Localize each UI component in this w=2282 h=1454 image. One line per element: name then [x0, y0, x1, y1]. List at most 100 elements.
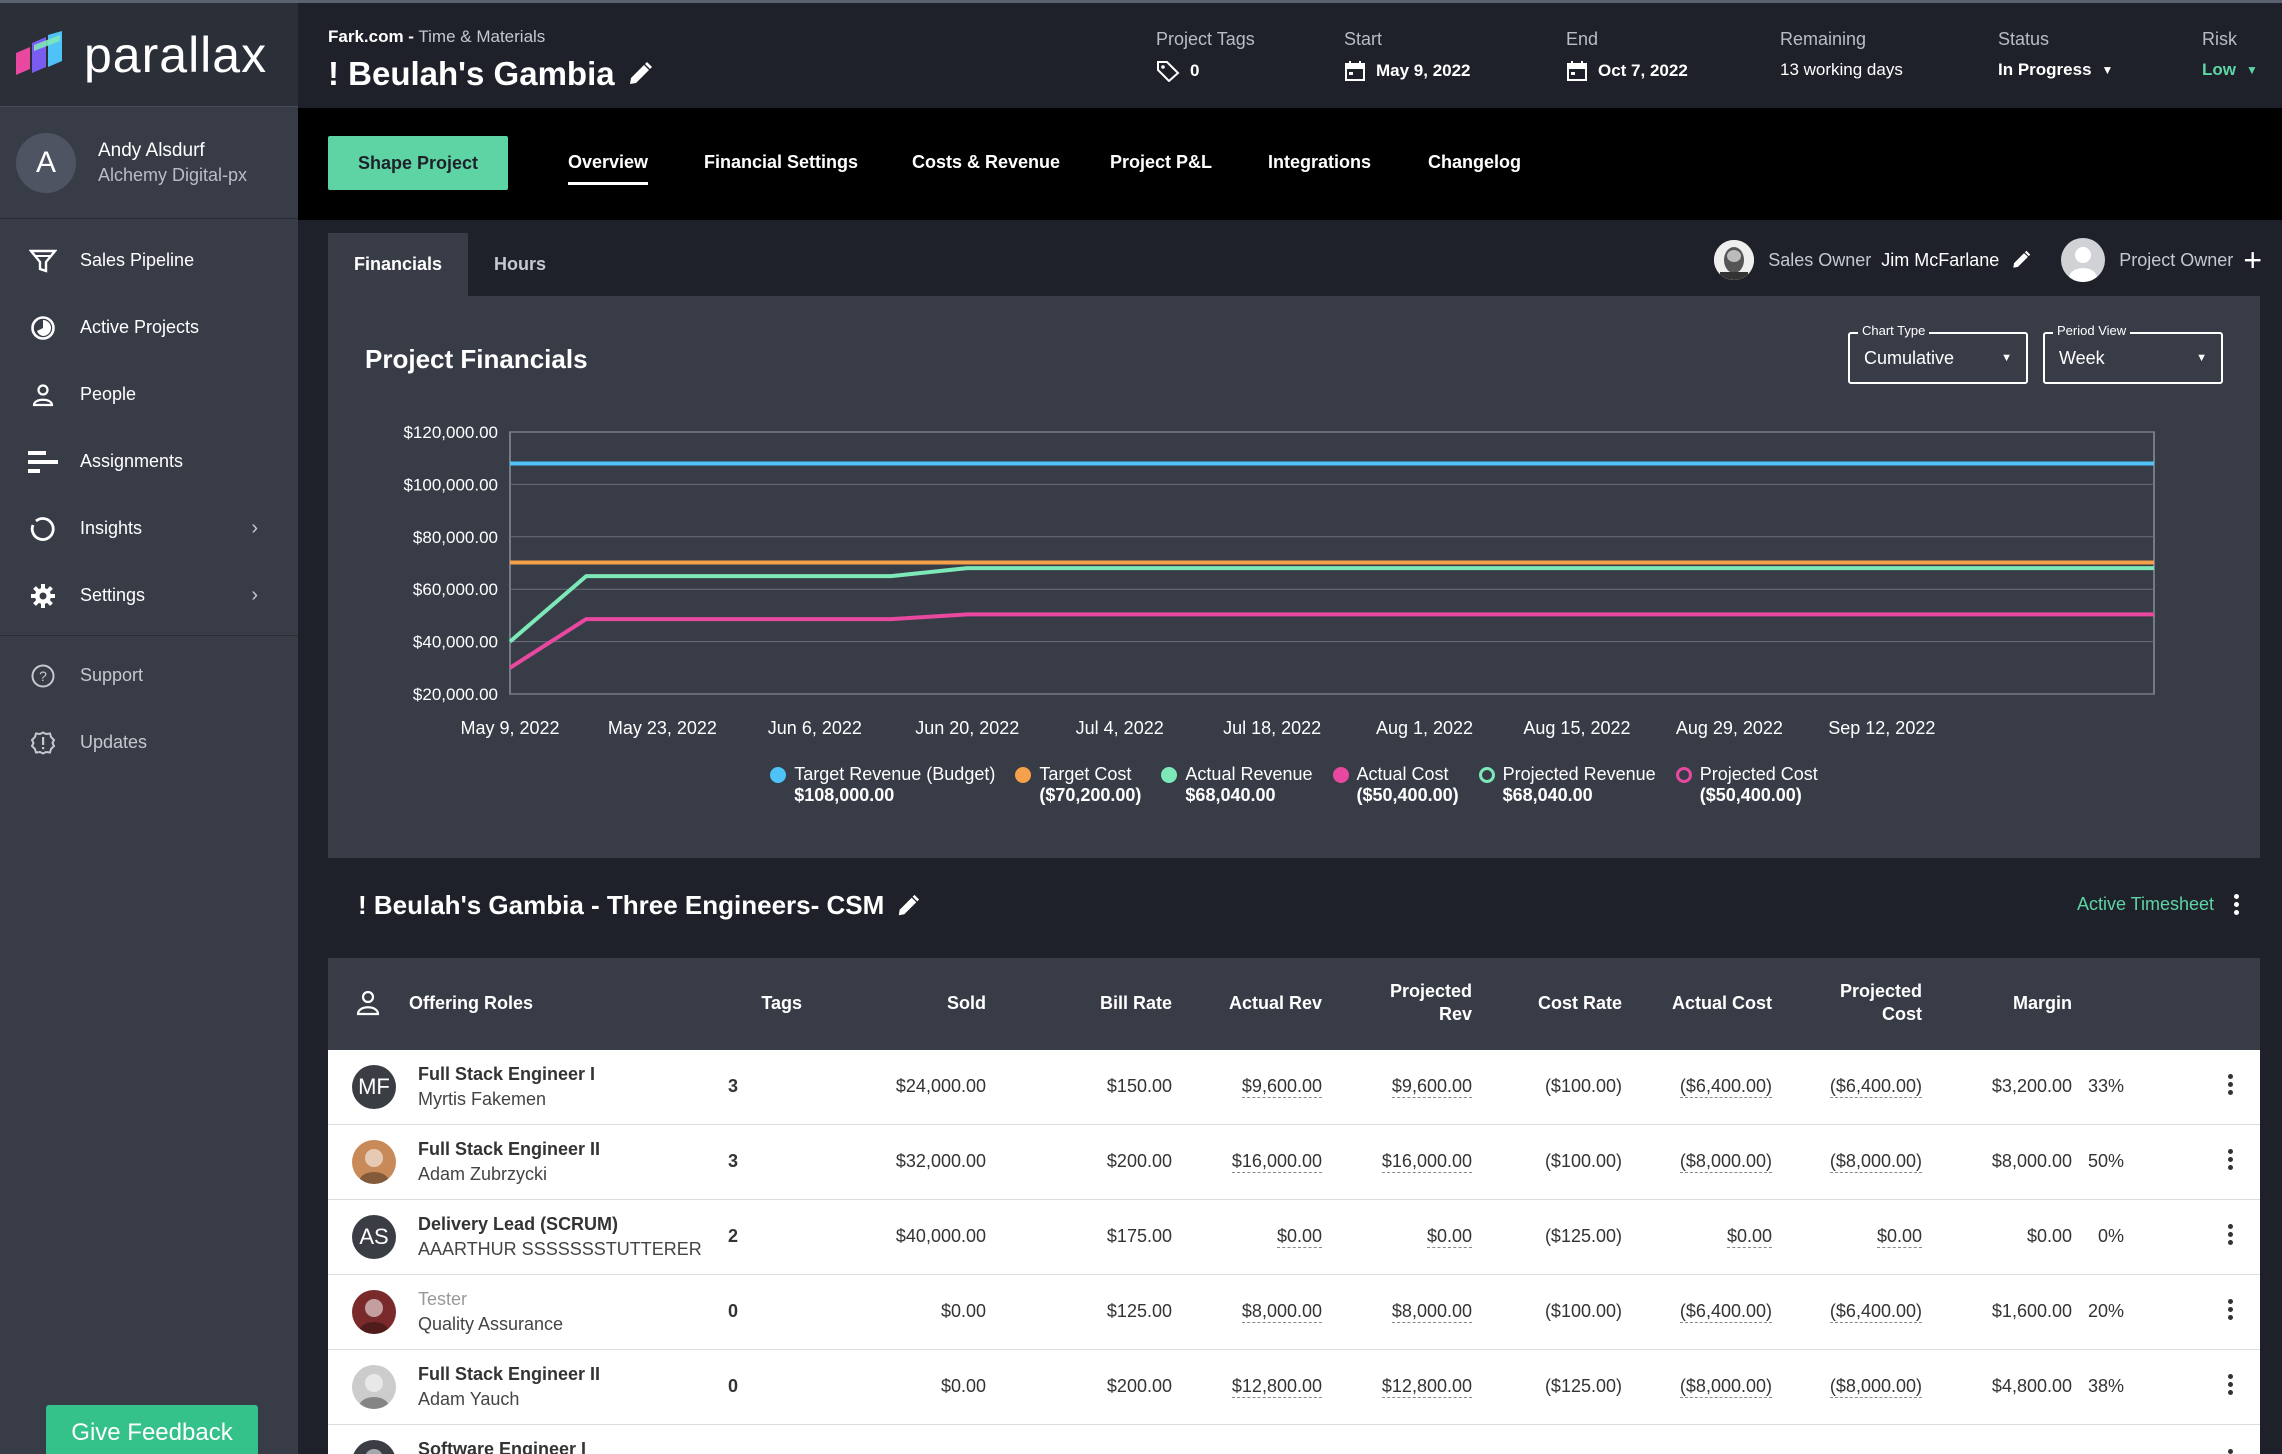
project-tags[interactable]: Project Tags 0 [1156, 29, 1255, 82]
start-value: May 9, 2022 [1376, 61, 1471, 80]
table-row[interactable]: AS Delivery Lead (SCRUM) AAARTHUR SSSSSSST… [328, 1200, 2260, 1275]
more-vert-icon[interactable] [2234, 894, 2240, 915]
user-profile[interactable]: A Andy Alsdurf Alchemy Digital-px [0, 107, 298, 219]
risk-dropdown[interactable]: Risk Low ▼ [2202, 29, 2258, 80]
table-row[interactable]: Tester Quality Assurance 0 $0.00 $125.00 $8,0… [328, 1275, 2260, 1350]
active-timesheet-link[interactable]: Active Timesheet [2076, 894, 2214, 914]
sidebar-item-settings[interactable]: Settings › [0, 562, 298, 629]
status-value: In Progress [1998, 60, 2092, 79]
cell-projected-cost[interactable]: ($6,400.00) [1778, 1076, 1922, 1098]
tab-project-pl[interactable]: Project P&L [1110, 152, 1213, 172]
x-tick-label: May 9, 2022 [460, 718, 559, 738]
more-vert-icon[interactable] [2228, 1224, 2234, 1248]
col-cost-rate[interactable]: Cost Rate [1537, 993, 1622, 1013]
sidebar-item-insights[interactable]: Insights › [0, 495, 298, 562]
edit-icon[interactable] [896, 894, 920, 918]
col-actual-rev[interactable]: Actual Rev [1228, 993, 1322, 1013]
edit-icon[interactable] [2011, 250, 2031, 270]
col-actual-cost[interactable]: Actual Cost [1671, 993, 1772, 1013]
tab-costs-revenue[interactable]: Costs & Revenue [912, 152, 1061, 172]
sidebar-item-sales-pipeline[interactable]: Sales Pipeline [0, 227, 298, 294]
col-sold[interactable]: Sold [947, 993, 986, 1013]
col-projected-cost[interactable]: Projected Cost [1778, 980, 1922, 1026]
sidebar-item-support[interactable]: ? Support [0, 642, 298, 709]
role-title[interactable]: Full Stack Engineer I [418, 1064, 596, 1084]
table-row[interactable]: Software Engineer I [328, 1425, 2260, 1454]
table-row[interactable]: MF Full Stack Engineer I Myrtis Fakemen 3 $2… [328, 1050, 2260, 1125]
tab-financial-settings[interactable]: Financial Settings [704, 152, 859, 172]
table-row[interactable]: Full Stack Engineer II Adam Zubrzycki 3 $32… [328, 1125, 2260, 1200]
cell-projected-rev[interactable]: $8,000.00 [1328, 1301, 1472, 1323]
more-vert-icon[interactable] [2228, 1449, 2234, 1454]
legend-item[interactable]: Target Cost ($70,200.00) [1015, 764, 1141, 806]
cell-projected-rev[interactable]: $12,800.00 [1328, 1376, 1472, 1398]
cell-projected-cost[interactable]: ($8,000.00) [1778, 1151, 1922, 1173]
sidebar-item-updates[interactable]: Updates [0, 709, 298, 776]
cell-actual-cost[interactable]: ($6,400.00) [1628, 1301, 1772, 1323]
legend-item[interactable]: Projected Cost ($50,400.00) [1675, 764, 1818, 806]
edit-icon[interactable] [627, 61, 653, 87]
cell-actual-cost[interactable]: ($6,400.00) [1628, 1076, 1772, 1098]
cell-actual-rev[interactable]: $8,000.00 [1188, 1301, 1322, 1323]
chart-type-select[interactable]: Chart Type Cumulative ▼ [1848, 323, 2028, 384]
start-date[interactable]: Start May 9, 2022 [1344, 29, 1471, 82]
give-feedback-button[interactable]: Give Feedback [46, 1405, 258, 1454]
col-bill-rate[interactable]: Bill Rate [1099, 993, 1172, 1013]
cell-actual-rev[interactable]: $0.00 [1188, 1226, 1322, 1248]
chart-legend: Target Revenue (Budget) $108,000.00 Targ… [328, 764, 2260, 806]
col-tags[interactable]: Tags [761, 993, 802, 1013]
period-view-select[interactable]: Period View Week ▼ [2043, 323, 2223, 384]
cell-actual-rev[interactable]: $9,600.00 [1188, 1076, 1322, 1098]
cell-actual-cost[interactable]: $0.00 [1628, 1226, 1772, 1248]
more-vert-icon[interactable] [2228, 1149, 2234, 1173]
role-title[interactable]: Software Engineer I [418, 1439, 587, 1454]
brand-logo[interactable]: parallax [0, 3, 298, 107]
more-vert-icon[interactable] [2228, 1074, 2234, 1098]
role-title[interactable]: Full Stack Engineer II [418, 1364, 601, 1384]
shape-project-button[interactable]: Shape Project [328, 136, 508, 190]
cell-value: ($100.00) [1544, 1151, 1622, 1171]
legend-item[interactable]: Projected Revenue $68,040.00 [1478, 764, 1656, 806]
tab-overview[interactable]: Overview [568, 152, 649, 185]
cell-actual-cost[interactable]: ($8,000.00) [1628, 1376, 1772, 1398]
role-title[interactable]: Full Stack Engineer II [418, 1139, 601, 1159]
more-vert-icon[interactable] [2228, 1299, 2234, 1323]
cell-actual-cost[interactable]: ($8,000.00) [1628, 1151, 1772, 1173]
cell-projected-cost[interactable]: ($8,000.00) [1778, 1376, 1922, 1398]
sales-owner-name[interactable]: Jim McFarlane [1881, 249, 2000, 270]
cell-projected-rev[interactable]: $9,600.00 [1328, 1076, 1472, 1098]
cell-actual-rev[interactable]: $12,800.00 [1188, 1376, 1322, 1398]
calendar-icon [1345, 61, 1365, 81]
sidebar-item-active-projects[interactable]: Active Projects [0, 294, 298, 361]
col-offering-roles[interactable]: Offering Roles [409, 993, 534, 1013]
status-dropdown[interactable]: Status In Progress ▼ [1998, 29, 2113, 80]
cell-projected-rev[interactable]: $16,000.00 [1328, 1151, 1472, 1173]
sidebar-item-people[interactable]: People [0, 361, 298, 428]
cell-pct: 38% [2068, 1376, 2124, 1397]
cell-projected-rev[interactable]: $0.00 [1328, 1226, 1472, 1248]
col-projected-rev[interactable]: Projected Rev [1328, 980, 1472, 1026]
divider [0, 635, 298, 636]
sidebar-item-assignments[interactable]: Assignments [0, 428, 298, 495]
role-title[interactable]: Delivery Lead (SCRUM) [418, 1214, 619, 1234]
subtab-hours[interactable]: Hours [493, 254, 546, 274]
cell-value: $12,800.00 [1381, 1376, 1472, 1398]
cell-actual-rev[interactable]: $16,000.00 [1188, 1151, 1322, 1173]
more-vert-icon[interactable] [2228, 1374, 2234, 1398]
col-margin[interactable]: Margin [2012, 993, 2072, 1013]
add-icon[interactable]: + [2243, 242, 2262, 278]
legend-item[interactable]: Actual Cost ($50,400.00) [1332, 764, 1459, 806]
legend-item[interactable]: Target Revenue (Budget) $108,000.00 [770, 764, 995, 806]
tab-integrations[interactable]: Integrations [1268, 152, 1372, 172]
role-title[interactable]: Tester [418, 1289, 468, 1309]
client-name[interactable]: Fark.com - [328, 27, 414, 46]
cell-value: $0.00 [1426, 1226, 1472, 1248]
tab-changelog[interactable]: Changelog [1428, 152, 1521, 172]
end-date[interactable]: End Oct 7, 2022 [1566, 29, 1688, 82]
table-row[interactable]: Full Stack Engineer II Adam Yauch 0 $0.00 $2… [328, 1350, 2260, 1425]
legend-item[interactable]: Actual Revenue $68,040.00 [1161, 764, 1313, 806]
cell-pct: 33% [2068, 1076, 2124, 1097]
cell-projected-cost[interactable]: ($6,400.00) [1778, 1301, 1922, 1323]
cell-projected-cost[interactable]: $0.00 [1778, 1226, 1922, 1248]
subtab-financials[interactable]: Financials [328, 233, 468, 296]
